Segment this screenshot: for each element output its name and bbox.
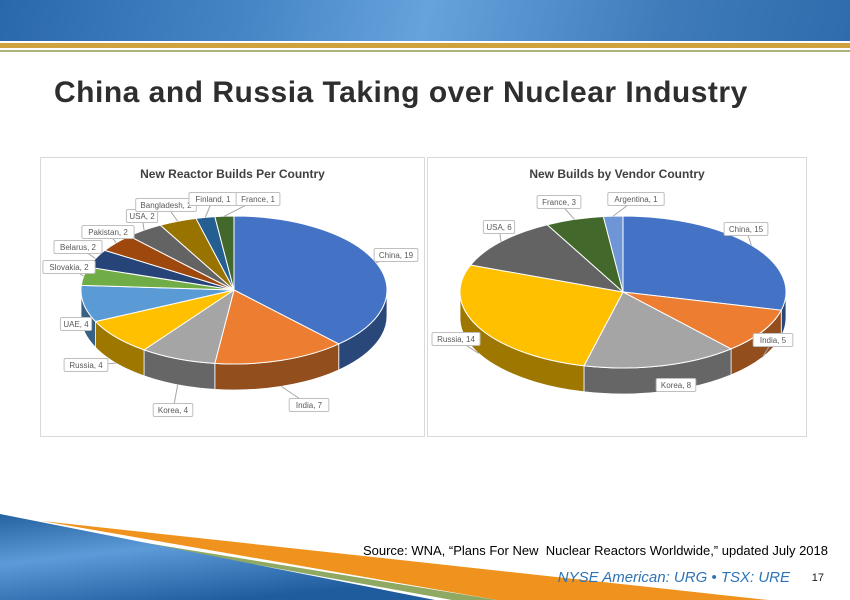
pie-label-usa: USA, 6 [486, 223, 512, 232]
pie-label-argentina: Argentina, 1 [614, 195, 658, 204]
pie-label-finland: Finland, 1 [195, 195, 231, 204]
pie-label-slovakia: Slovakia, 2 [49, 263, 89, 272]
top-banner [0, 0, 850, 41]
pie-label-box-china [373, 248, 419, 262]
pie-label-box-france [235, 192, 281, 206]
pie-chart-vendor-country: China, 15 India, 5 Korea, 8 Russia, 14 USA, … [431, 192, 794, 395]
pie-slice-china [622, 215, 787, 311]
chart-panel-vendor-country: China, 15 India, 5 Korea, 8 Russia, 14 USA, … [427, 157, 807, 437]
chart-panel-reactor-builds: China, 19 India, 7 Korea, 4 Russia, 4 UAE, 4… [40, 157, 425, 437]
swoosh-orange-stripe [42, 521, 768, 600]
pie-label-belarus: Belarus, 2 [60, 243, 97, 252]
pie-label-box-china [723, 222, 769, 236]
pie-label-box-france [536, 195, 582, 209]
pie-label-box-india [288, 398, 330, 412]
pie-label-korea: Korea, 8 [661, 381, 692, 390]
pie-label-box-russia [431, 332, 481, 346]
slide-title: China and Russia Taking over Nuclear Ind… [54, 76, 748, 109]
pie-label-india: India, 5 [760, 336, 787, 345]
pie-label-box-pakistan [81, 225, 135, 239]
pie-label-box-usa [482, 220, 516, 234]
pie-chart-reactor-builds: China, 19 India, 7 Korea, 4 Russia, 4 UAE, 4… [42, 192, 419, 417]
page-number: 17 [811, 572, 824, 584]
pie-label-france: France, 3 [542, 198, 576, 207]
pie-label-russia: Russia, 4 [69, 361, 103, 370]
pie-label-china: China, 15 [729, 225, 764, 234]
swoosh-green-stripe [42, 526, 497, 600]
chart-title-vendor-country: New Builds by Vendor Country [529, 167, 705, 181]
pie-slice-russia [459, 264, 624, 367]
gold-rule [0, 43, 850, 48]
pie-label-china: China, 19 [379, 251, 414, 260]
pie-label-russia: Russia, 14 [437, 335, 475, 344]
pie-label-france: France, 1 [241, 195, 275, 204]
pie-label-uae: UAE, 4 [63, 320, 89, 329]
pie-label-box-india [752, 333, 794, 347]
pie-label-bangladesh: Bangladesh, 2 [140, 201, 192, 210]
bottom-swoosh-decoration [0, 514, 768, 600]
pie-label-korea: Korea, 4 [158, 406, 189, 415]
pie-label-pakistan: Pakistan, 2 [88, 228, 128, 237]
pie-label-box-argentina [607, 192, 665, 206]
source-note: Source: WNA, “Plans For New Nuclear Reac… [362, 543, 828, 558]
pie-label-usa: USA, 2 [129, 212, 155, 221]
chart-title-reactor-builds: New Reactor Builds Per Country [140, 167, 325, 181]
swoosh-blue-wedge [0, 514, 435, 600]
pie-slice-india [622, 291, 782, 350]
pie-slice-france [214, 215, 235, 291]
pie-label-india: India, 7 [296, 401, 323, 410]
pie-slice-korea [583, 291, 732, 369]
olive-rule [0, 50, 850, 52]
pie-label-box-korea [655, 378, 697, 392]
pie-label-box-russia [63, 358, 109, 372]
pie-slice-india [214, 289, 340, 365]
pie-label-box-belarus [53, 240, 103, 254]
pie-label-box-korea [152, 403, 194, 417]
ticker-note: NYSE American: URG • TSX: URE [557, 569, 790, 586]
pie-label-box-slovakia [42, 260, 96, 274]
pie-label-box-uae [59, 317, 93, 331]
